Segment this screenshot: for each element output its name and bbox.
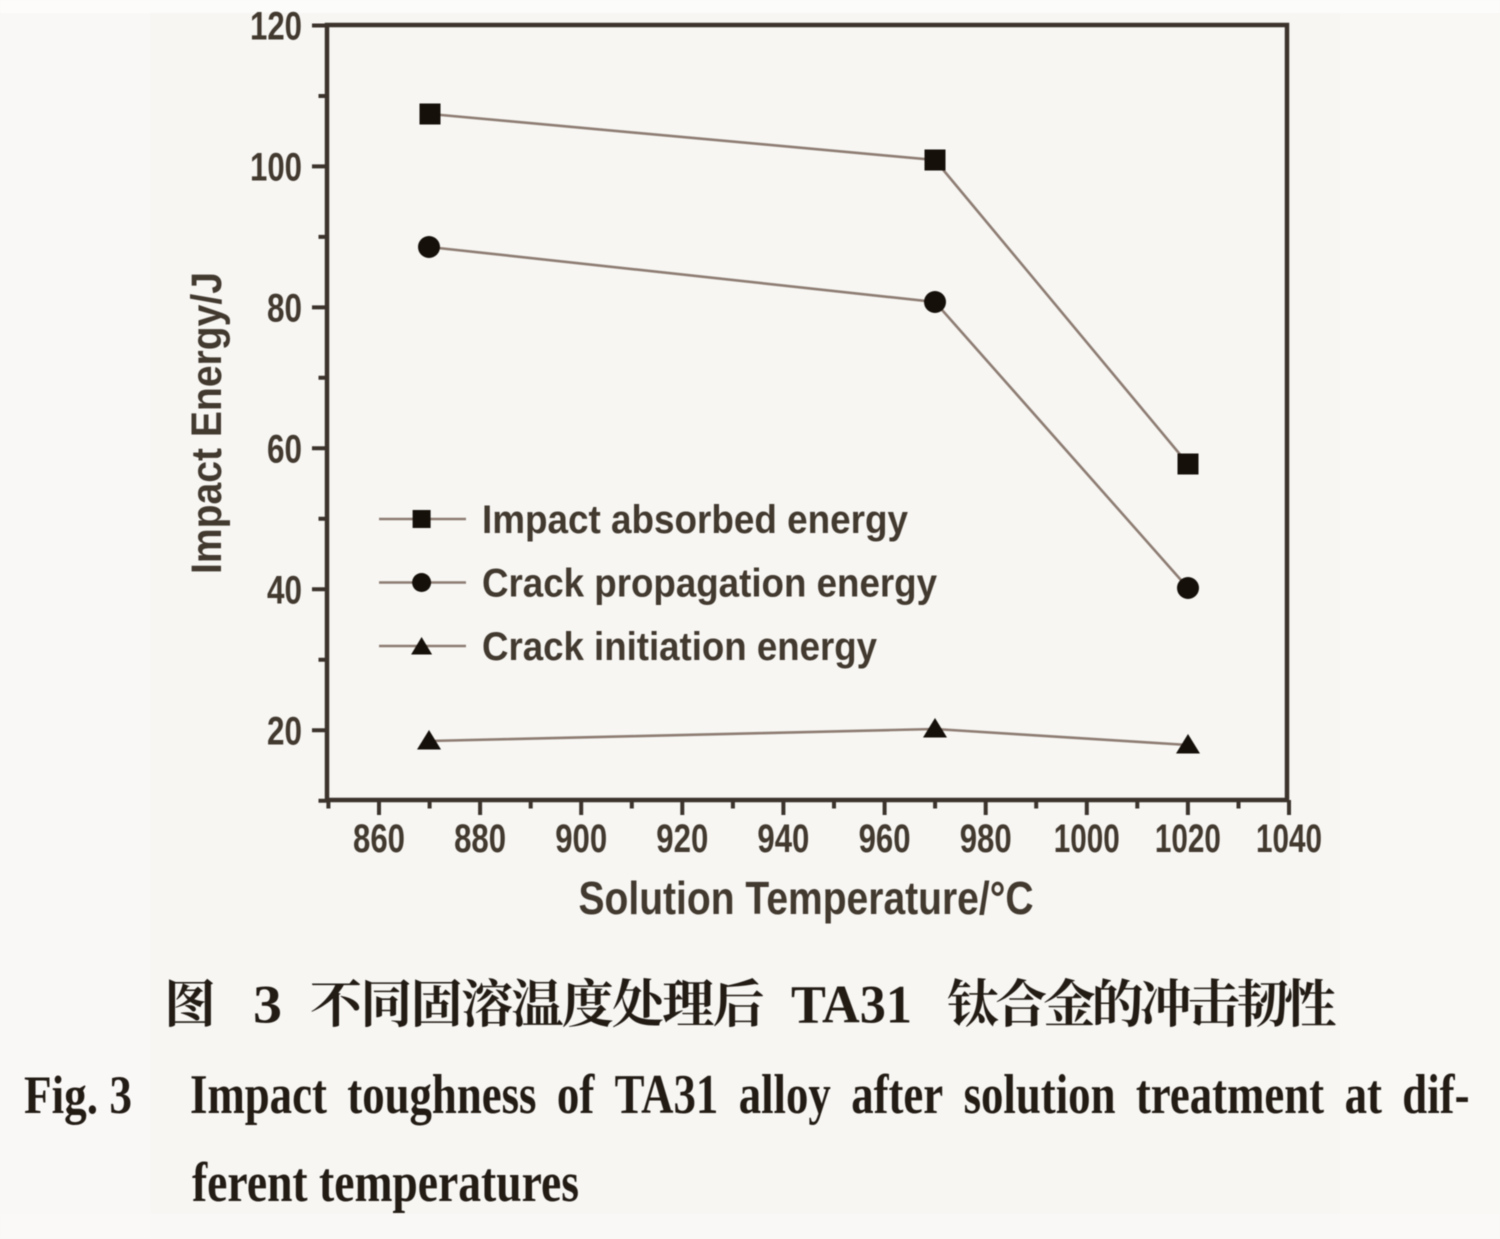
svg-text:ferent temperatures: ferent temperatures xyxy=(192,1152,579,1214)
svg-text:after: after xyxy=(851,1064,943,1126)
svg-text:20: 20 xyxy=(267,709,302,753)
svg-text:at: at xyxy=(1345,1064,1383,1126)
svg-text:treatment: treatment xyxy=(1136,1064,1324,1126)
svg-text:Impact Energy/J: Impact Energy/J xyxy=(183,272,231,574)
svg-text:TA31: TA31 xyxy=(615,1064,719,1126)
svg-text:Fig. 3: Fig. 3 xyxy=(24,1065,132,1125)
svg-text:1020: 1020 xyxy=(1155,817,1221,861)
svg-text:80: 80 xyxy=(267,287,302,331)
svg-text:960: 960 xyxy=(859,817,911,861)
svg-text:Solution Temperature/°C: Solution Temperature/°C xyxy=(579,872,1034,924)
svg-text:120: 120 xyxy=(250,5,302,49)
svg-text:100: 100 xyxy=(250,146,302,190)
svg-text:Crack propagation energy: Crack propagation energy xyxy=(482,562,938,606)
svg-text:900: 900 xyxy=(555,817,607,861)
svg-text:TA31: TA31 xyxy=(791,974,912,1034)
svg-text:1040: 1040 xyxy=(1256,817,1322,861)
svg-text:60: 60 xyxy=(267,428,302,472)
svg-text:Crack initiation energy: Crack initiation energy xyxy=(482,625,878,669)
svg-text:1000: 1000 xyxy=(1054,817,1120,861)
svg-text:of: of xyxy=(557,1064,595,1126)
svg-text:940: 940 xyxy=(757,817,809,861)
svg-text:860: 860 xyxy=(353,817,405,861)
svg-text:40: 40 xyxy=(267,569,302,613)
svg-text:980: 980 xyxy=(960,817,1012,861)
svg-text:920: 920 xyxy=(656,817,708,861)
svg-text:Impact: Impact xyxy=(190,1064,327,1126)
svg-text:dif-: dif- xyxy=(1402,1064,1469,1126)
svg-text:880: 880 xyxy=(454,817,506,861)
svg-text:3: 3 xyxy=(253,974,282,1034)
svg-text:solution: solution xyxy=(964,1064,1116,1126)
svg-text:Impact absorbed energy: Impact absorbed energy xyxy=(482,498,909,542)
svg-text:toughness: toughness xyxy=(347,1064,536,1126)
svg-text:alloy: alloy xyxy=(739,1064,831,1126)
